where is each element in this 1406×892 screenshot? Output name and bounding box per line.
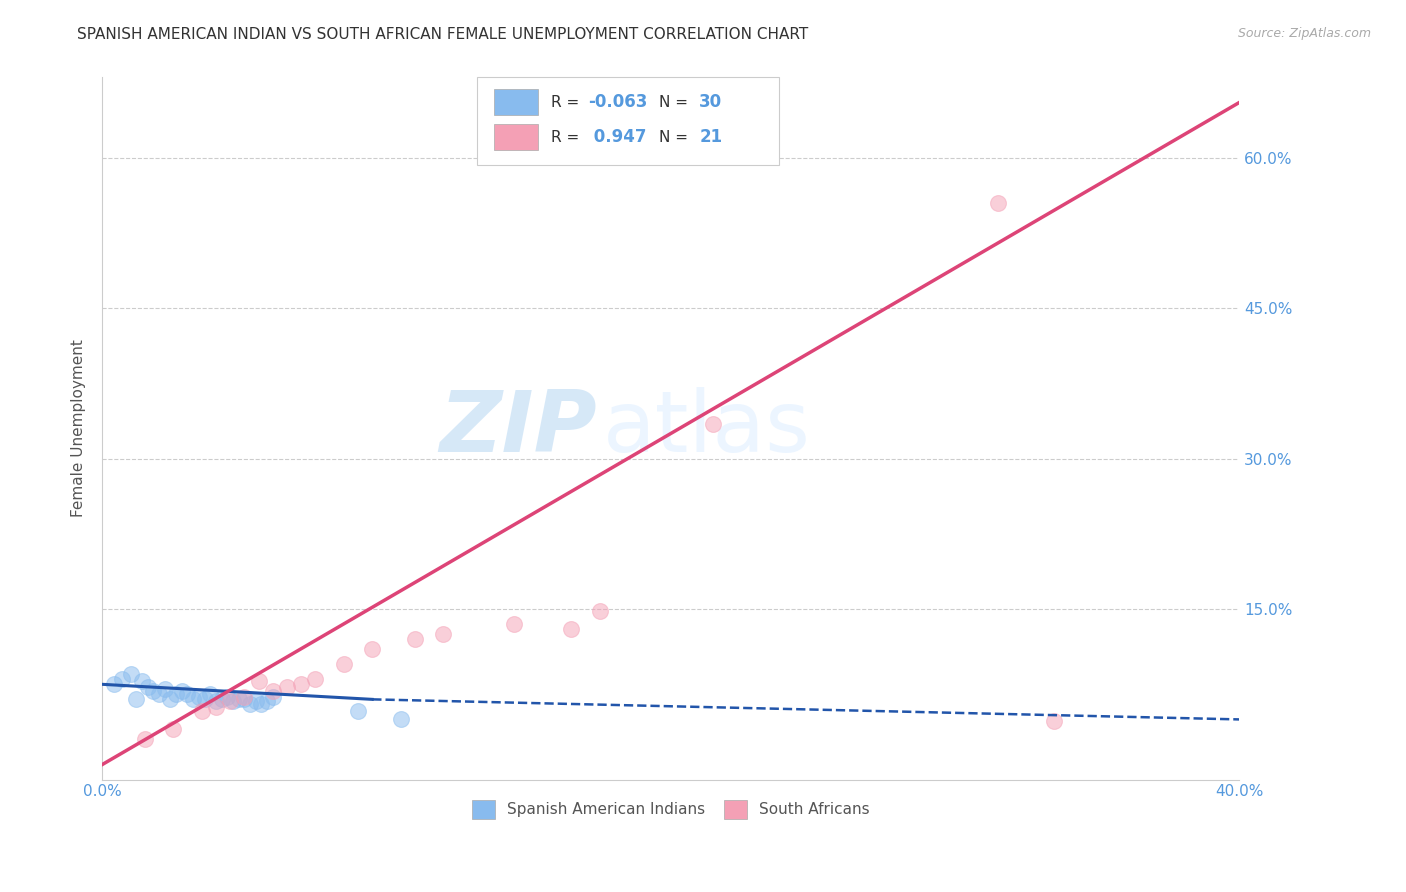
Point (247, 674, 270, 689)
Text: ZIP: ZIP (439, 387, 596, 470)
Point (245, 694, 267, 708)
Point (162, 723, 184, 737)
Text: 0.947: 0.947 (588, 128, 647, 146)
Point (432, 627, 454, 641)
FancyBboxPatch shape (478, 78, 779, 165)
Text: SPANISH AMERICAN INDIAN VS SOUTH AFRICAN FEMALE UNEMPLOYMENT CORRELATION CHART: SPANISH AMERICAN INDIAN VS SOUTH AFRICAN… (77, 27, 808, 42)
Point (205, 694, 228, 708)
Point (347, 705, 370, 719)
Point (125, 692, 148, 706)
Point (134, 732, 156, 747)
Bar (495, 125, 537, 150)
Point (176, 687, 198, 701)
Point (165, 687, 187, 701)
Text: R =: R = (551, 95, 585, 110)
Point (333, 657, 356, 672)
Point (211, 692, 233, 706)
Text: atlas: atlas (603, 387, 810, 470)
Text: 30: 30 (699, 93, 723, 111)
Point (159, 692, 181, 706)
Point (193, 692, 215, 706)
Point (228, 692, 250, 706)
Point (304, 673, 326, 687)
Point (389, 713, 412, 727)
Point (148, 687, 170, 701)
Point (205, 700, 228, 714)
Point (219, 694, 242, 708)
Point (103, 677, 125, 691)
Bar (495, 89, 537, 115)
Point (217, 690, 239, 705)
Point (136, 681, 159, 695)
Point (239, 698, 262, 712)
Point (262, 690, 284, 705)
Point (250, 698, 273, 712)
Point (111, 673, 134, 687)
Point (588, 604, 610, 618)
Point (200, 687, 222, 701)
Point (233, 692, 256, 706)
Point (233, 690, 256, 705)
Text: N =: N = (659, 95, 693, 110)
Point (222, 694, 245, 708)
Point (153, 682, 176, 697)
Y-axis label: Female Unemployment: Female Unemployment (72, 340, 86, 517)
Point (276, 681, 298, 695)
Point (290, 677, 312, 691)
Point (702, 417, 724, 431)
Point (262, 684, 284, 698)
Point (987, 195, 1010, 210)
Point (503, 617, 526, 632)
Point (256, 694, 278, 708)
Point (187, 690, 209, 705)
Legend: Spanish American Indians, South Africans: Spanish American Indians, South Africans (465, 794, 876, 824)
Text: 21: 21 (699, 128, 723, 146)
Text: -0.063: -0.063 (588, 93, 647, 111)
Point (181, 692, 204, 706)
Point (170, 684, 193, 698)
Point (361, 642, 384, 657)
Text: N =: N = (659, 129, 693, 145)
Point (120, 667, 142, 681)
Point (1043, 714, 1066, 729)
Point (142, 684, 165, 698)
Text: Source: ZipAtlas.com: Source: ZipAtlas.com (1237, 27, 1371, 40)
Point (131, 674, 153, 689)
Point (404, 632, 426, 647)
Point (190, 705, 212, 719)
Text: R =: R = (551, 129, 585, 145)
Point (560, 622, 582, 636)
